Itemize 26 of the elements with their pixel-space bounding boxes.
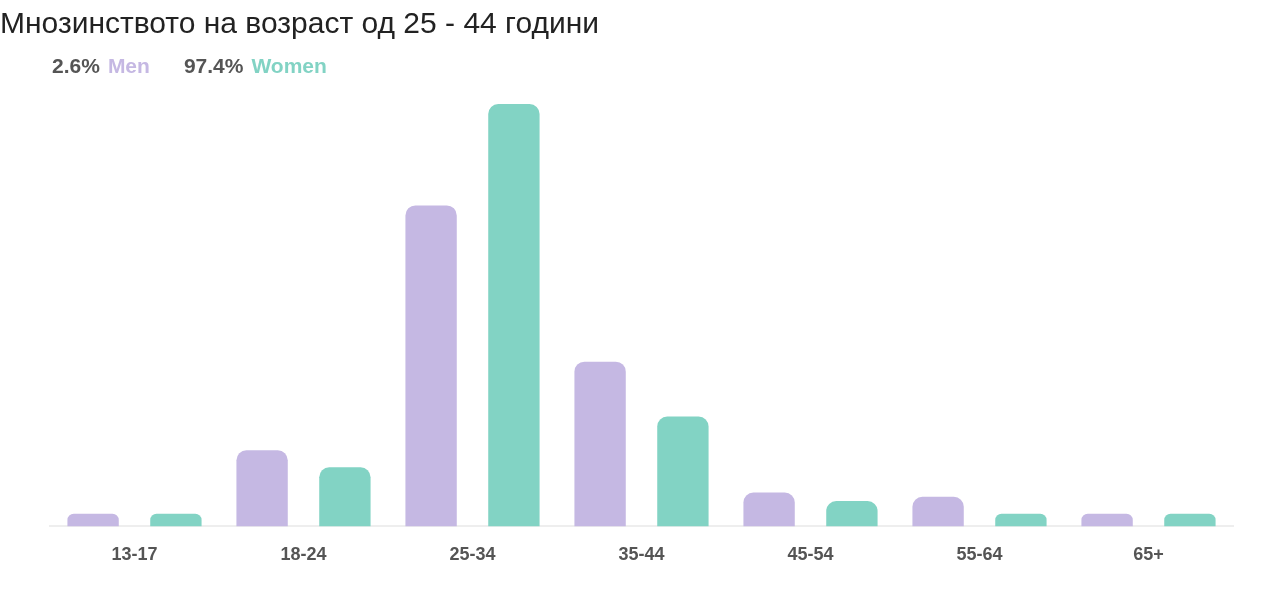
bar (912, 496, 964, 527)
bar (236, 450, 288, 527)
x-tick-label: 35-44 (618, 544, 665, 565)
bar (574, 361, 626, 527)
bar (150, 513, 202, 527)
x-tick-label: 45-54 (787, 544, 834, 565)
bar (743, 492, 795, 527)
bar (67, 513, 119, 527)
x-tick-label: 18-24 (280, 544, 327, 565)
text: 2.6% (52, 54, 100, 77)
bar (319, 467, 371, 527)
bar (1081, 513, 1133, 527)
x-tick-label: 25-34 (449, 544, 496, 565)
bar (488, 104, 540, 527)
chart-title: Мнозинството на возраст од 25 - 44 години (0, 5, 600, 41)
x-tick-label: 13-17 (111, 544, 158, 565)
text: Men (107, 54, 150, 77)
x-tick-label: 55-64 (956, 544, 1003, 565)
text: 97.4% (183, 54, 244, 77)
bar (405, 205, 457, 527)
bar (826, 501, 878, 527)
bar (995, 513, 1047, 527)
bar (657, 416, 709, 527)
bar (1164, 513, 1216, 527)
x-tick-label: 65+ (1133, 544, 1164, 565)
text: Women (251, 54, 327, 77)
